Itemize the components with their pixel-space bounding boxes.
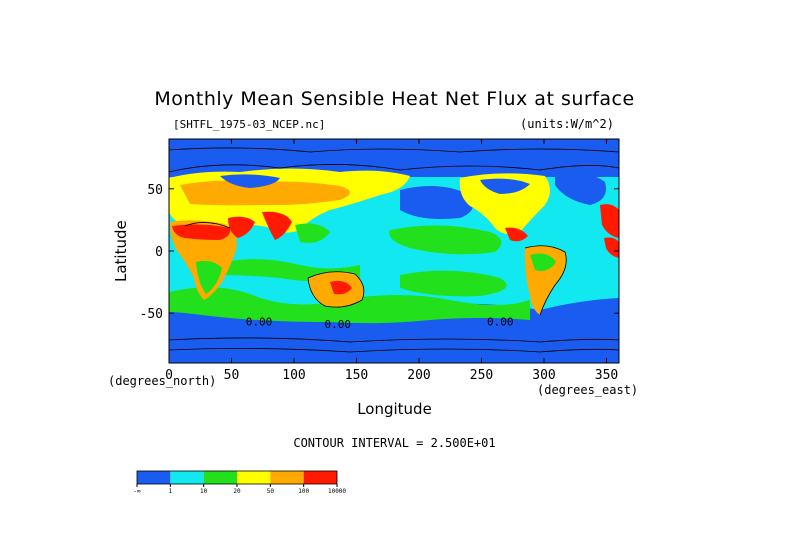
north-atlantic-blue (555, 172, 606, 205)
x-tick-label: 300 (532, 368, 555, 383)
contour-labels: 0.00 0.00 0.00 (246, 316, 514, 331)
x-tick-label: 250 (470, 368, 493, 383)
colorbar-swatch (203, 471, 237, 484)
arctic-blue (169, 139, 619, 177)
x-tick-label: 350 (595, 368, 618, 383)
colorbar-swatch (170, 471, 204, 484)
north-america-land (459, 173, 550, 235)
colorbar-tick-label: -∞ (133, 488, 141, 495)
dataset-filename: [SHTFL_1975-03_NCEP.nc] (173, 118, 326, 131)
heatmap-plot-area (169, 139, 619, 363)
y-axis-ticks: 50 0 -50 (140, 183, 619, 322)
antarctic-blue (169, 335, 619, 363)
y-tick-label: 50 (147, 183, 163, 198)
units-label: (units:W/m^2) (520, 117, 614, 131)
y-tick-label: 0 (155, 245, 163, 260)
north-america-cold (480, 178, 530, 194)
colorbar-tick-label: 100 (298, 488, 309, 495)
africa-red (172, 224, 231, 240)
pacific-green-patch-south (400, 270, 507, 297)
chart-title: Monthly Mean Sensible Heat Net Flux at s… (154, 88, 635, 110)
colorbar-swatch (270, 471, 304, 484)
arabia-red (228, 216, 255, 238)
x-axis-ticks: 0 50 100 150 200 250 300 350 (165, 139, 618, 383)
eurasia-cold-blue (220, 174, 280, 188)
africa-south-green (196, 260, 222, 294)
x-tick-label: 50 (224, 368, 240, 383)
central-america-red (505, 227, 528, 242)
colorbar-swatch (137, 471, 171, 484)
x-tick-label: 0 (165, 368, 173, 383)
contour-value-label: 0.00 (246, 316, 273, 329)
contour-value-label: 0.00 (325, 318, 352, 331)
y-axis-unit: (degrees_north) (108, 374, 217, 388)
colorbar-swatch (303, 471, 337, 484)
colorbar: -∞ 1 10 20 50 100 10000 (133, 470, 346, 495)
west-europe-red (600, 204, 619, 238)
colorbar-swatch (237, 471, 271, 484)
y-tick-label: -50 (140, 307, 163, 322)
colorbar-tick-label: 50 (267, 488, 275, 495)
contour-interval-note: CONTOUR INTERVAL = 2.500E+01 (293, 436, 496, 450)
west-africa-red (604, 237, 619, 258)
south-america-green (530, 253, 556, 271)
x-tick-label: 200 (407, 368, 430, 383)
x-tick-label: 100 (282, 368, 305, 383)
colorbar-tick-label: 20 (233, 488, 241, 495)
india-red (262, 211, 292, 240)
colorbar-tick-label: 10 (200, 488, 208, 495)
australia-red (330, 280, 352, 295)
colorbar-tick-label: 10000 (328, 488, 346, 495)
x-axis-unit: (degrees_east) (537, 383, 639, 397)
africa-land (170, 220, 237, 300)
x-tick-label: 150 (345, 368, 368, 383)
eurasia-orange (180, 180, 350, 206)
colorbar-tick-label: 1 (169, 488, 173, 495)
se-asia-green (295, 223, 330, 243)
pacific-green-patch (389, 225, 502, 255)
north-pacific-blue (400, 186, 474, 219)
x-axis-label: Longitude (357, 400, 432, 418)
contour-value-label: 0.00 (487, 316, 514, 329)
contour-lines (169, 147, 619, 353)
